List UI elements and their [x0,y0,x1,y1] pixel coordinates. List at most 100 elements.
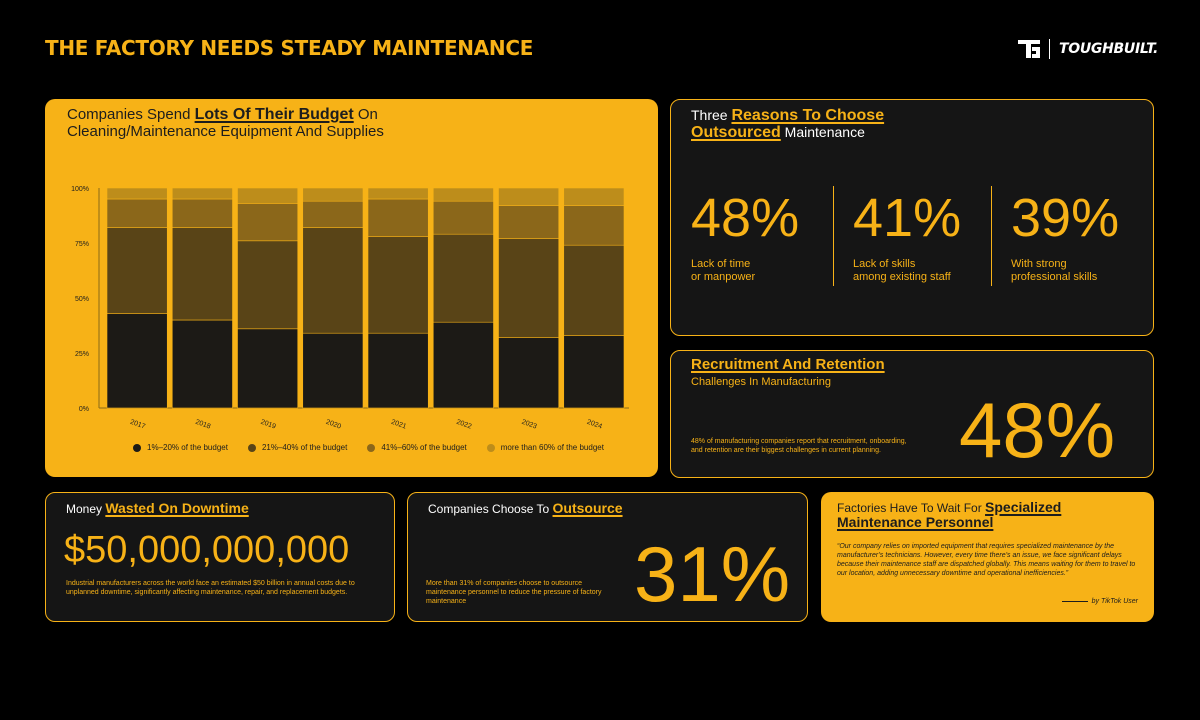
reasons-title-post: Maintenance [780,124,865,140]
bar-segment [563,205,625,246]
reasons-title-highlight-2: Outsourced [691,124,781,141]
bar-segment [171,198,233,228]
bar-segment [498,337,560,409]
reasons-title-pre: Three [691,107,732,123]
bar-segment [498,187,560,206]
bar-segment [171,319,233,409]
reason-label-line2: professional skills [1011,271,1098,283]
chart-legend: 1%–20% of the budget 21%–40% of the budge… [133,443,604,452]
bar-segment [563,187,625,206]
bar-segment [367,187,429,200]
reasons-title-highlight-1: Reasons To Choose [731,107,885,124]
bar-segment [563,335,625,409]
reason-label-line2: among existing staff [853,271,951,283]
toughbuilt-logo-icon [1018,40,1040,58]
chart-title: Companies Spend Lots Of Their Budget On … [67,106,384,140]
reason-item: 41% Lack of skills among existing staff [853,188,961,284]
attribution-text: by TikTok User [1091,598,1138,605]
bar-segment [302,227,364,334]
reason-label-line1: Lack of skills [853,258,916,270]
chart-title-pre: Companies Spend [67,106,195,123]
reasons-title: Three Reasons To Choose Outsourced Maint… [691,107,884,141]
wait-title-highlight-2: Maintenance Personnel [837,514,994,530]
reason-label: Lack of time or manpower [691,258,799,284]
outsource-note: More than 31% of companies choose to out… [426,580,602,605]
legend-item: 41%–60% of the budget [367,443,467,452]
wait-title: Factories Have To Wait For Specialized M… [837,500,1061,530]
legend-label: 21%–40% of the budget [261,443,348,452]
bar-segment [302,187,364,202]
reason-value: 41% [853,188,962,248]
bar-segment [563,244,625,336]
reason-label-line1: Lack of time [691,258,751,270]
bar-segment [106,187,168,200]
reason-item: 48% Lack of time or manpower [691,188,799,284]
reason-label: With strong professional skills [1011,258,1119,284]
x-tick-label: 2017 [129,419,146,431]
bar-segment [302,200,364,228]
recruitment-card: Recruitment And Retention Challenges In … [670,350,1154,478]
bar-segment [432,200,494,235]
y-tick-label: 0% [79,406,89,413]
stacked-bar-chart: 0% 25% 50% 75% 100% 2017 2018 2019 2020 2021 2022 2… [71,186,629,431]
recruitment-subtitle: Challenges In Manufacturing [691,376,832,388]
legend-dot-icon [486,443,495,452]
outsource-title-pre: Companies Choose To [428,502,553,516]
y-tick-label: 50% [75,296,89,303]
reason-label-line2: or manpower [691,271,756,283]
y-tick-label: 100% [71,186,89,193]
outsource-title-highlight: Outsource [552,500,623,516]
bar-segment [171,227,233,321]
legend-item: more than 60% of the budget [486,443,604,452]
wait-title-highlight-1: Specialized [985,499,1062,515]
legend-dot-icon [247,443,256,452]
x-tick-label: 2019 [260,419,277,431]
bar-segment [106,313,168,409]
y-tick-label: 25% [75,351,89,358]
legend-item: 21%–40% of the budget [247,443,348,452]
x-tick-label: 2024 [586,419,603,431]
bar-segment [432,321,494,409]
testimonial-quote: “Our company relies on imported equipmen… [837,543,1136,577]
wait-title-pre: Factories Have To Wait For [837,501,986,515]
outsource-value: 31% [634,530,791,618]
legend-item: 1%–20% of the budget [133,443,228,452]
outsource-title: Companies Choose To Outsource [428,501,623,516]
bar-segment [498,205,560,239]
downtime-title: Money Wasted On Downtime [66,501,249,516]
bar-segment [237,240,299,330]
x-tick-label: 2022 [455,419,472,431]
brand-logo: TOUGHBUILT. [1018,38,1158,60]
legend-label: more than 60% of the budget [500,443,604,452]
legend-label: 41%–60% of the budget [381,443,467,452]
specialized-personnel-card: Factories Have To Wait For Specialized M… [821,492,1154,622]
brand-name: TOUGHBUILT. [1059,41,1159,57]
attribution-line [1061,601,1088,602]
x-tick-label: 2018 [194,419,211,431]
recruitment-note: 48% of manufacturing companies report th… [691,438,907,454]
legend-dot-icon [367,443,376,452]
legend-label: 1%–20% of the budget [147,443,228,452]
legend-dot-icon [133,443,141,452]
reason-value: 48% [691,188,800,248]
bar-segment [432,233,494,323]
x-tick-label: 2020 [325,419,342,431]
chart-title-post: On [353,106,378,123]
bar-segment [367,332,429,409]
reason-label: Lack of skills among existing staff [853,258,961,284]
budget-chart-card: Companies Spend Lots Of Their Budget On … [45,99,658,477]
x-tick-label: 2021 [390,419,407,431]
downtime-title-pre: Money [66,502,106,516]
downtime-title-highlight: Wasted On Downtime [105,500,249,516]
reason-label-line1: With strong [1011,258,1067,270]
page-title: THE FACTORY NEEDS STEADY MAINTENANCE [45,36,534,60]
outsource-card: Companies Choose To Outsource More than … [407,492,808,622]
recruitment-value: 48% [959,386,1116,474]
chart-title-line2: Cleaning/Maintenance Equipment And Suppl… [67,123,384,140]
bar-segment [106,227,168,314]
bar-segment [432,187,494,202]
divider [991,186,992,286]
testimonial-attribution: by TikTok User [1061,598,1138,605]
bar-segment [237,328,299,409]
bar-segment [367,198,429,237]
